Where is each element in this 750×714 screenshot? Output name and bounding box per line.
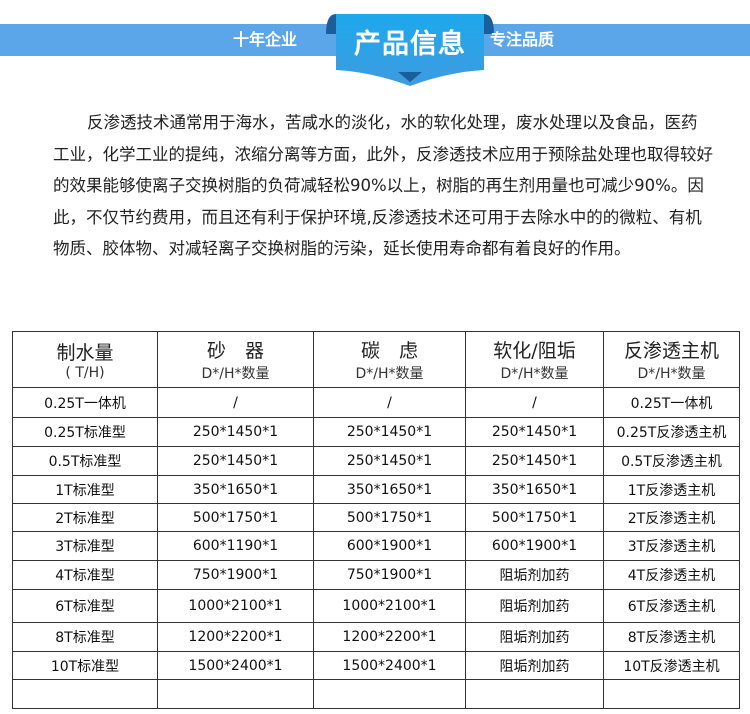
table-cell: 750*1900*1 [313, 560, 466, 590]
table-cell: 250*1450*1 [313, 417, 466, 447]
table-cell: 600*1900*1 [465, 531, 604, 561]
table-row: 1T标准型 350*1650*1 350*1650*1 350*1650*1 1T反渗透… [12, 475, 740, 504]
header-left-slogan: 十年企业 [233, 30, 298, 49]
table-cell: 250*1450*1 [157, 417, 314, 447]
table-cell: 8T反渗透主机 [603, 622, 740, 652]
column-header-sub: D*/H*数量 [500, 366, 569, 382]
table-cell: 6T反渗透主机 [603, 589, 740, 623]
table-cell: 1000*2100*1 [157, 589, 314, 623]
table-row: 10T标准型 1500*2400*1 1500*2400*1 阻垢剂加药 10T反渗透主… [12, 651, 740, 680]
column-header: 碳 虑 D*/H*数量 [313, 331, 466, 388]
table-cell: 2T反渗透主机 [603, 503, 740, 532]
table-row: 3T标准型 600*1190*1 600*1900*1 600*1900*1 3T反渗透… [12, 531, 740, 561]
column-header-title: 制水量 [56, 342, 114, 364]
table-cell: 0.25T标准型 [12, 417, 158, 447]
table-cell: 350*1650*1 [313, 475, 466, 504]
table-row: 0.25T标准型 250*1450*1 250*1450*1 250*1450*1 0.… [12, 417, 740, 447]
table-cell: 8T标准型 [12, 622, 158, 652]
table-cell: 0.5T标准型 [12, 446, 158, 476]
table-cell: 1T标准型 [12, 475, 158, 504]
table-cell [313, 679, 466, 709]
table-header-row: 制水量( T/H) 砂 器 D*/H*数量 碳 虑 D*/H*数量 软化/阻垢 D*/H*数… [12, 331, 740, 388]
page-title: 产品信息 [354, 29, 466, 60]
table-row: 4T标准型 750*1900*1 750*1900*1 阻垢剂加药 4T反渗透主机 [12, 560, 740, 590]
spec-table: 制水量( T/H) 砂 器 D*/H*数量 碳 虑 D*/H*数量 软化/阻垢 D*/H*数… [12, 331, 740, 709]
column-header-title: 软化/阻垢 [493, 340, 576, 362]
table-cell: 250*1450*1 [465, 417, 604, 447]
table-cell: 500*1750*1 [157, 503, 314, 532]
table-cell: 750*1900*1 [157, 560, 314, 590]
table-row: 8T标准型 1200*2200*1 1200*2200*1 阻垢剂加药 8T反渗透主机 [12, 622, 740, 652]
table-cell: 阻垢剂加药 [465, 560, 604, 590]
table-cell: 4T标准型 [12, 560, 158, 590]
column-header: 反渗透主机 D*/H*数量 [603, 331, 740, 388]
table-row: 2T标准型 500*1750*1 500*1750*1 500*1750*1 2T反渗透… [12, 503, 740, 532]
table-cell: 250*1450*1 [157, 446, 314, 476]
table-cell: 500*1750*1 [465, 503, 604, 532]
table-cell: 1000*2100*1 [313, 589, 466, 623]
table-cell: 3T反渗透主机 [603, 531, 740, 561]
column-header: 制水量( T/H) [12, 331, 158, 388]
column-header-sub: ( T/H) [65, 365, 105, 381]
table-cell: 0.25T反渗透主机 [603, 417, 740, 447]
table-cell: 250*1450*1 [465, 446, 604, 476]
column-header: 砂 器 D*/H*数量 [157, 331, 314, 388]
table-cell: 350*1650*1 [157, 475, 314, 504]
table-cell: 250*1450*1 [313, 446, 466, 476]
table-cell: 600*1190*1 [157, 531, 314, 561]
table-cell: 500*1750*1 [313, 503, 466, 532]
table-row: 0.5T标准型 250*1450*1 250*1450*1 250*1450*1 0.5… [12, 446, 740, 476]
column-header-title: 反渗透主机 [623, 340, 719, 362]
table-cell: 3T标准型 [12, 531, 158, 561]
table-cell: 350*1650*1 [465, 475, 604, 504]
table-cell: / [465, 387, 604, 418]
table-cell: 2T标准型 [12, 503, 158, 532]
table-cell: 阻垢剂加药 [465, 651, 604, 680]
table-cell: / [157, 387, 314, 418]
table-cell: 1500*2400*1 [313, 651, 466, 680]
table-cell: 6T标准型 [12, 589, 158, 623]
table-cell: 600*1900*1 [313, 531, 466, 561]
table-cell: / [313, 387, 466, 418]
table-cell [12, 679, 158, 709]
table-cell: 1200*2200*1 [157, 622, 314, 652]
table-cell: 阻垢剂加药 [465, 622, 604, 652]
column-header-sub: D*/H*数量 [637, 366, 706, 382]
table-cell: 阻垢剂加药 [465, 589, 604, 623]
table-cell: 0.5T反渗透主机 [603, 446, 740, 476]
table-cell [157, 679, 314, 709]
header-right-slogan: 专注品质 [490, 30, 555, 49]
column-header: 软化/阻垢 D*/H*数量 [465, 331, 604, 388]
table-cell: 0.25T一体机 [603, 387, 740, 418]
table-row: 6T标准型 1000*2100*1 1000*2100*1 阻垢剂加药 6T反渗透主机 [12, 589, 740, 623]
table-cell [465, 679, 604, 709]
intro-paragraph: 反渗透技术通常用于海水，苦咸水的淡化，水的软化处理，废水处理以及食品，医药工业，… [53, 113, 713, 258]
column-header-title: 碳 虑 [360, 340, 418, 362]
table-cell: 1200*2200*1 [313, 622, 466, 652]
table-cell: 4T反渗透主机 [603, 560, 740, 590]
table-cell [603, 679, 740, 709]
column-header-sub: D*/H*数量 [201, 366, 270, 382]
table-cell: 0.25T一体机 [12, 387, 158, 418]
ribbon-badge [326, 14, 494, 86]
table-cell: 1T反渗透主机 [603, 475, 740, 504]
table-cell: 10T标准型 [12, 651, 158, 680]
table-cell: 1500*2400*1 [157, 651, 314, 680]
column-header-sub: D*/H*数量 [355, 366, 424, 382]
column-header-title: 砂 器 [206, 340, 264, 362]
table-row: 0.25T一体机 / //0.25T一体机 [12, 387, 740, 418]
table-row [12, 679, 740, 709]
table-cell: 10T反渗透主机 [603, 651, 740, 680]
